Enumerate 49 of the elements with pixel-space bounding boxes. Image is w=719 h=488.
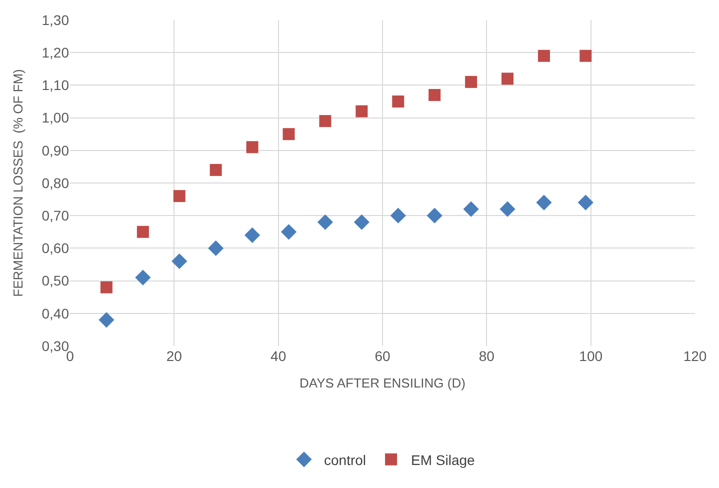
- point: [319, 115, 332, 128]
- y-tick-label: 0,30: [42, 338, 70, 354]
- x-tick-label: 100: [579, 348, 603, 364]
- y-tick-label: 0,70: [42, 208, 70, 224]
- y-tick-label: 1,20: [42, 44, 70, 60]
- point: [463, 201, 479, 217]
- legend-label: control: [324, 452, 366, 468]
- point: [500, 201, 516, 217]
- point: [465, 76, 478, 88]
- point: [580, 50, 592, 62]
- y-tick-label: 0,40: [42, 305, 70, 322]
- point: [536, 194, 552, 210]
- point: [578, 194, 594, 210]
- point: [390, 208, 406, 224]
- point: [538, 50, 550, 62]
- x-tick-label: 40: [270, 348, 286, 364]
- point: [426, 208, 442, 224]
- y-tick-label: 1,30: [42, 12, 70, 28]
- point: [136, 226, 149, 238]
- point: [135, 270, 151, 286]
- legend-label: EM Silage: [411, 452, 476, 468]
- point: [173, 190, 186, 202]
- point: [210, 164, 222, 176]
- x-tick-label: 80: [478, 348, 495, 364]
- y-axis-title: FERMENTATION LOSSES (% OF FM): [10, 69, 26, 297]
- point: [244, 227, 260, 243]
- point: [98, 312, 114, 328]
- point: [280, 224, 297, 240]
- y-tick-label: 0,60: [42, 240, 70, 256]
- point: [282, 128, 295, 140]
- point: [100, 281, 112, 294]
- y-tick-label: 0,90: [42, 142, 70, 158]
- x-axis-title: DAYS AFTER ENSILING (D): [300, 376, 466, 391]
- point: [502, 72, 514, 85]
- x-tick-label: 120: [683, 348, 707, 364]
- y-tick-label: 1,00: [42, 110, 70, 126]
- point: [208, 240, 224, 256]
- point: [317, 214, 334, 230]
- y-tick-label: 1,10: [42, 77, 70, 94]
- point: [354, 214, 370, 230]
- point: [246, 141, 258, 154]
- point: [172, 253, 188, 270]
- point: [392, 96, 404, 108]
- x-tick-label: 20: [166, 348, 182, 364]
- point: [356, 105, 368, 118]
- point: [428, 88, 441, 101]
- y-tick-label: 0,50: [42, 272, 70, 289]
- x-tick-label: 60: [374, 348, 390, 364]
- y-tick-label: 0,80: [42, 174, 70, 191]
